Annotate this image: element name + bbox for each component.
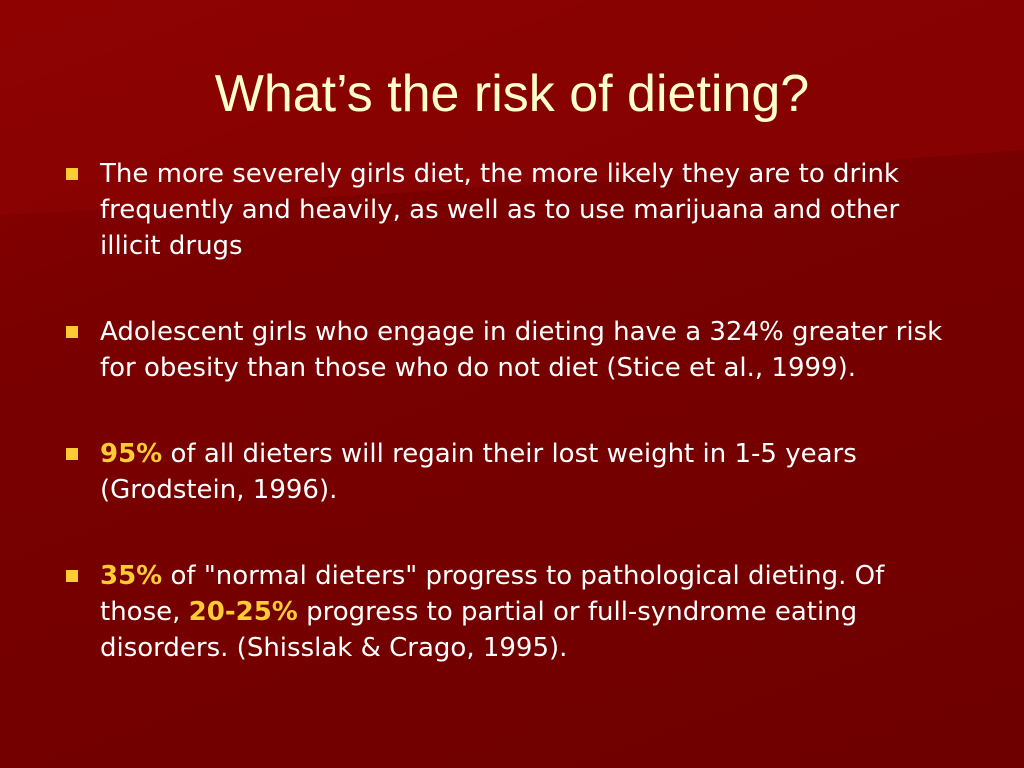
bullet-text: of all dieters will regain their lost we… [100, 439, 857, 505]
highlight-text: 95% [100, 439, 163, 469]
highlight-text: 35% [100, 561, 163, 591]
slide-title: What’s the risk of dieting? [214, 65, 810, 123]
bullet-list: The more severely girls diet, the more l… [60, 156, 965, 716]
bullet: The more severely girls diet, the more l… [60, 156, 965, 264]
bullet: 35% of "normal dieters" progress to path… [60, 558, 965, 666]
bullet: Adolescent girls who engage in dieting h… [60, 314, 965, 386]
bullet-text: of "normal dieters" progress to patholog… [100, 561, 885, 627]
bullet-text: progress to partial or full-syndrome eat… [100, 597, 858, 663]
bullet: 95% of all dieters will regain their los… [60, 436, 965, 508]
bullet-text: The more severely girls diet, the more l… [100, 159, 900, 261]
bullet-text: Adolescent girls who engage in dieting h… [100, 317, 943, 383]
highlight-text: 20-25% [188, 597, 298, 627]
